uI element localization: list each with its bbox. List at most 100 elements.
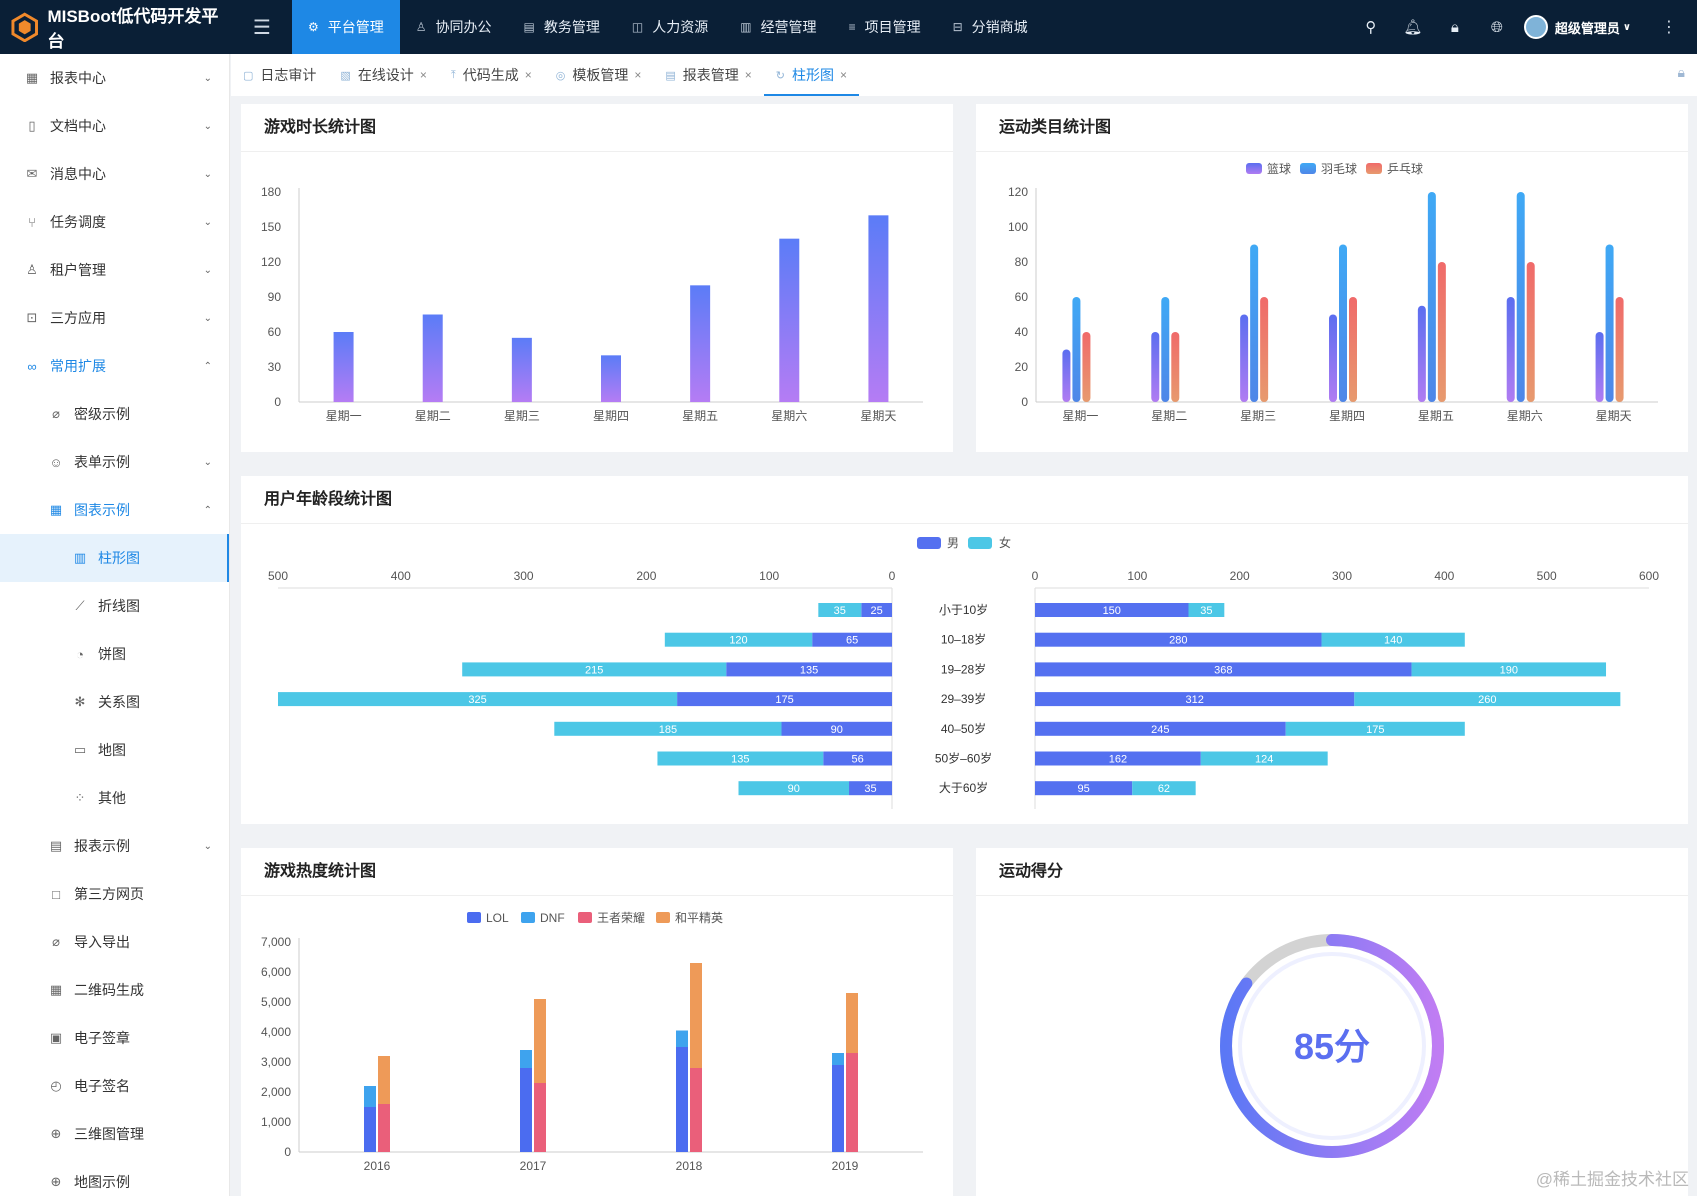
sidebar-item-22[interactable]: ⊕ 三维图管理 [0,1110,229,1158]
sidebar-item-label: 饼图 [98,646,126,662]
y-tick-label: 4,000 [261,1025,291,1039]
bar [832,1065,844,1152]
sidebar-item-2[interactable]: ✉ 消息中心 ⌄ [0,150,229,198]
nav-item-3[interactable]: ◫ 人力资源 [616,0,724,54]
window-icon: ◫ [631,20,644,34]
sidebar-item-17[interactable]: □ 第三方网页 [0,870,229,918]
user-menu[interactable]: 超级管理员 ∨ [1523,15,1631,39]
category-label: 小于10岁 [939,602,988,617]
bar [677,692,892,707]
close-icon[interactable]: × [419,68,427,82]
bar [1411,662,1607,677]
sidebar-item-label: 租户管理 [50,262,106,278]
sidebar-item-18[interactable]: ⌀ 导入导出 [0,918,229,966]
x-tick-label: 500 [1537,569,1557,583]
sidebar-item-6[interactable]: ∞ 常用扩展 ⌃ [0,342,229,390]
bar [1035,751,1201,766]
message-icon: ✉ [26,166,38,181]
bar [1427,192,1436,402]
tab-0[interactable]: ▢ 日志审计 [231,54,328,96]
tab-5[interactable]: ↻ 柱形图 × [763,54,860,96]
lock-icon[interactable]: 🔒︎ [1450,18,1459,36]
sidebar-item-12[interactable]: ◔ 饼图 [0,630,229,678]
sidebar-item-4[interactable]: ♙ 租户管理 ⌄ [0,246,229,294]
search-icon[interactable]: ⚲ [1365,19,1377,36]
sidebar-item-10[interactable]: ▥ 柱形图 [0,534,229,582]
sidebar-item-label: 导入导出 [74,934,130,950]
nav-item-1[interactable]: ♙ 协同办公 [400,0,508,54]
close-icon[interactable]: × [839,68,847,82]
y-tick-label: 120 [261,255,281,269]
bar [1062,349,1071,402]
more-vertical-icon[interactable]: ⋮ [1661,19,1677,36]
users-icon: ♙ [26,262,38,277]
nav-item-4[interactable]: ▥ 经营管理 [724,0,832,54]
sidebar-item-23[interactable]: ⊕ 地图示例 [0,1158,229,1196]
sidebar-item-20[interactable]: ▣ 电子签章 [0,1014,229,1062]
bar [812,632,892,647]
chevron-down-icon: ⌄ [203,216,212,228]
chevron-down-icon: ⌄ [203,456,212,468]
sidebar-item-label: 常用扩展 [50,358,106,374]
nav-item-6[interactable]: ⊟ 分销商城 [937,0,1044,54]
bar [378,1056,390,1104]
data-label: 135 [731,754,749,766]
sidebar-item-19[interactable]: ▦ 二维码生成 [0,966,229,1014]
legend-swatch [521,912,535,923]
sidebar-item-21[interactable]: ◴ 电子签名 [0,1062,229,1110]
tab-3[interactable]: ◎ 模板管理 × [544,54,654,96]
bell-icon[interactable]: 🔔︎ [1403,19,1423,36]
close-icon[interactable]: × [524,68,532,82]
x-tick-label: 100 [759,569,779,583]
brand[interactable]: MISBoot低代码开发平台 [0,2,232,52]
sidebar-item-14[interactable]: ▭ 地图 [0,726,229,774]
close-icon[interactable]: × [744,68,752,82]
sidebar-item-label: 任务调度 [50,214,106,230]
data-label: 325 [468,694,486,706]
sidebar-item-16[interactable]: ▤ 报表示例 ⌄ [0,822,229,870]
sidebar-item-15[interactable]: ⁘ 其他 [0,774,229,822]
scatter-icon: ⁘ [74,790,86,805]
sidebar-item-8[interactable]: ☺ 表单示例 ⌄ [0,438,229,486]
sidebar-item-13[interactable]: ✻ 关系图 [0,678,229,726]
sidebar-item-7[interactable]: ⌀ 密级示例 [0,390,229,438]
nav-item-5[interactable]: ≡ 项目管理 [833,0,937,54]
card-title: 运动得分 [976,848,1688,896]
legend-label: 和平精英 [675,911,723,925]
sidebar-item-0[interactable]: ▦ 报表中心 ⌄ [0,54,229,102]
sidebar-item-11[interactable]: ⟋ 折线图 [0,582,229,630]
menu-toggle-icon[interactable]: ☰ [253,16,271,39]
bar [364,1086,376,1107]
data-label: 90 [788,783,800,795]
bar [676,1030,688,1047]
globe-icon[interactable]: 🌐︎ [1490,18,1503,36]
y-tick-label: 100 [1008,220,1028,234]
close-icon[interactable]: × [634,68,642,82]
bar [1437,262,1446,402]
y-tick-label: 6,000 [261,965,291,979]
nav-item-2[interactable]: ▤ 教务管理 [508,0,616,54]
bar [1035,781,1133,796]
sidebar-item-9[interactable]: ▦ 图表示例 ⌃ [0,486,229,534]
nav-item-0[interactable]: ⚙ 平台管理 [292,0,400,54]
sidebar: ▦ 报表中心 ⌄ ▯ 文档中心 ⌄ ✉ 消息中心 ⌄ ⑂ 任务调度 ⌄ ♙ 租户管理 ⌄ ⊡ 三方应用 ⌄ ∞ 常用扩… [0,54,230,1196]
tab-2[interactable]: ⤒ 代码生成 × [439,54,544,96]
sidebar-item-1[interactable]: ▯ 文档中心 ⌄ [0,102,229,150]
x-tick-label: 100 [1127,569,1147,583]
chevron-up-icon: ⌃ [203,360,212,372]
square-icon: □ [52,886,60,902]
sidebar-item-5[interactable]: ⊡ 三方应用 ⌄ [0,294,229,342]
bar [1506,297,1515,402]
bar [462,662,727,677]
lock-icon[interactable]: 🔒︎ [1677,64,1685,80]
bar [333,332,354,402]
bar [1188,603,1225,617]
sidebar-item-3[interactable]: ⑂ 任务调度 ⌄ [0,198,229,246]
data-label: 124 [1255,754,1273,766]
bar [726,662,892,677]
tab-1[interactable]: ▧ 在线设计 × [328,54,438,96]
x-tick-label: 2016 [364,1159,391,1173]
report-icon: ▤ [49,838,63,853]
tab-4[interactable]: ▤ 报表管理 × [653,54,763,96]
chevron-down-icon: ∨ [1622,21,1631,33]
